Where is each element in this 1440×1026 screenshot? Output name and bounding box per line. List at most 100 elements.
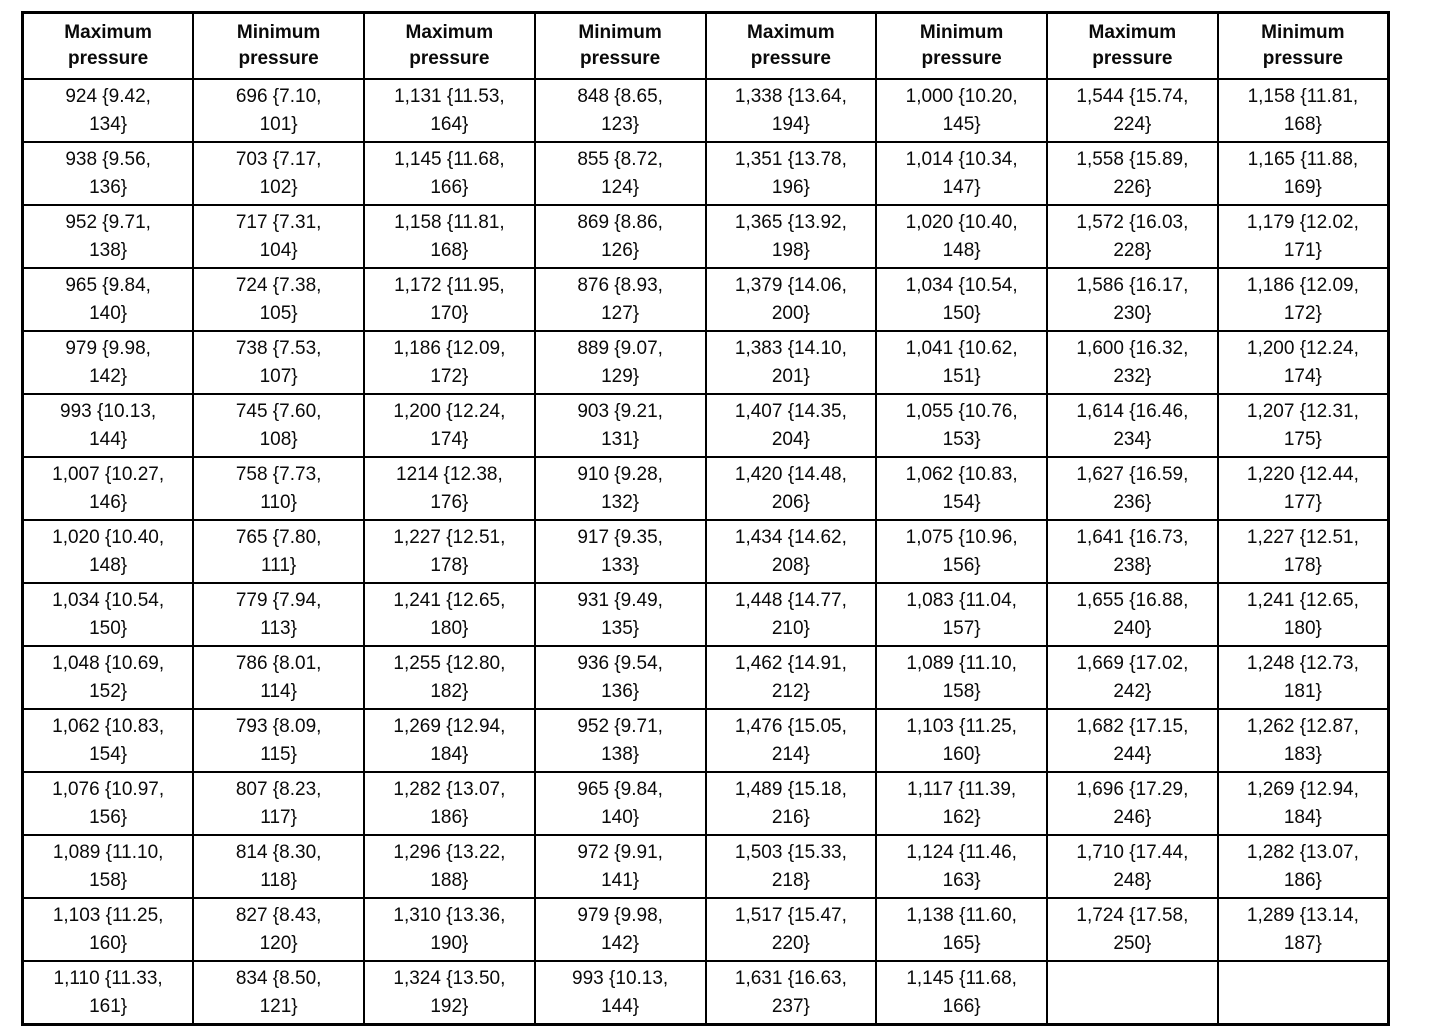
table-cell: 1,614 {16.46, 234} [1046, 393, 1219, 458]
table-cell: 952 {9.71, 138} [533, 708, 707, 773]
table-row: 1,034 {10.54, 150} 779 {7.94, 113} 1,241 {… [21, 582, 1390, 647]
table-cell: 855 {8.72, 124} [533, 141, 707, 206]
pressure-table: Maximum pressure Minimum pressure Maximum … [21, 11, 1390, 1026]
table-cell: 1,558 {15.89, 226} [1046, 141, 1219, 206]
table-cell: 814 {8.30, 118} [192, 834, 365, 899]
table-cell: 1,310 {13.36, 190} [363, 897, 536, 962]
table-cell: 1,407 {14.35, 204} [704, 393, 878, 458]
table-cell: 1,627 {16.59, 236} [1046, 456, 1219, 521]
table-cell: 1,000 {10.20, 145} [875, 78, 1048, 143]
table-cell: 1,631 {16.63, 237} [704, 960, 878, 1026]
table-row: 1,020 {10.40, 148} 765 {7.80, 111} 1,227 {… [21, 519, 1390, 584]
table-cell: 1,062 {10.83, 154} [875, 456, 1048, 521]
table-cell: 936 {9.54, 136} [533, 645, 707, 710]
table-cell: 1,007 {10.27, 146} [21, 456, 195, 521]
table-cell: 1,186 {12.09, 172} [363, 330, 536, 395]
table-cell: 1,200 {12.24, 174} [1216, 330, 1390, 395]
table-cell: 1,365 {13.92, 198} [704, 204, 878, 269]
table-cell: 1,227 {12.51, 178} [1216, 519, 1390, 584]
table-cell: 1,220 {12.44, 177} [1216, 456, 1390, 521]
table-cell: 876 {8.93, 127} [533, 267, 707, 332]
table-row: 924 {9.42, 134} 696 {7.10, 101} 1,131 {11.… [21, 78, 1390, 143]
table-cell: 1,462 {14.91, 212} [704, 645, 878, 710]
table-cell: 931 {9.49, 135} [533, 582, 707, 647]
table-row: 938 {9.56, 136} 703 {7.17, 102} 1,145 {11.… [21, 141, 1390, 206]
table-cell: 765 {7.80, 111} [192, 519, 365, 584]
table-cell: 1,172 {11.95, 170} [363, 267, 536, 332]
table-cell: 1,207 {12.31, 175} [1216, 393, 1390, 458]
table-cell: 1,338 {13.64, 194} [704, 78, 878, 143]
table-cell: 1,075 {10.96, 156} [875, 519, 1048, 584]
table-cell: 793 {8.09, 115} [192, 708, 365, 773]
table-cell: 1,048 {10.69, 152} [21, 645, 195, 710]
table-cell: 1,227 {12.51, 178} [363, 519, 536, 584]
table-cell: 1,089 {11.10, 158} [21, 834, 195, 899]
table-cell: 1,641 {16.73, 238} [1046, 519, 1219, 584]
table-cell: 1,682 {17.15, 244} [1046, 708, 1219, 773]
table-cell: 1,062 {10.83, 154} [21, 708, 195, 773]
table-cell: 993 {10.13, 144} [533, 960, 707, 1026]
table-cell: 965 {9.84, 140} [21, 267, 195, 332]
table-cell: 1,696 {17.29, 246} [1046, 771, 1219, 836]
table-cell: 1,351 {13.78, 196} [704, 141, 878, 206]
table-cell: 972 {9.91, 141} [533, 834, 707, 899]
table-row: 1,110 {11.33, 161} 834 {8.50, 121} 1,324 {… [21, 960, 1390, 1026]
table-cell: 1,420 {14.48, 206} [704, 456, 878, 521]
column-header: Minimum pressure [875, 11, 1048, 80]
table-cell: 807 {8.23, 117} [192, 771, 365, 836]
table-cell: 1,014 {10.34, 147} [875, 141, 1048, 206]
table-cell: 724 {7.38, 105} [192, 267, 365, 332]
table-cell: 758 {7.73, 110} [192, 456, 365, 521]
column-header: Minimum pressure [192, 11, 365, 80]
table-cell: 1,383 {14.10, 201} [704, 330, 878, 395]
table-cell: 1,262 {12.87, 183} [1216, 708, 1390, 773]
table-cell: 1,200 {12.24, 174} [363, 393, 536, 458]
table-cell: 1,055 {10.76, 153} [875, 393, 1048, 458]
table-cell: 993 {10.13, 144} [21, 393, 195, 458]
table-cell: 903 {9.21, 131} [533, 393, 707, 458]
table-cell: 889 {9.07, 129} [533, 330, 707, 395]
table-cell: 1,103 {11.25, 160} [21, 897, 195, 962]
table-cell: 779 {7.94, 113} [192, 582, 365, 647]
table-row: 993 {10.13, 144} 745 {7.60, 108} 1,200 {12… [21, 393, 1390, 458]
table-cell: 1,158 {11.81, 168} [363, 204, 536, 269]
table-row: 1,048 {10.69, 152} 786 {8.01, 114} 1,255 {… [21, 645, 1390, 710]
table-cell: 1,248 {12.73, 181} [1216, 645, 1390, 710]
table-cell [1046, 960, 1219, 1026]
table-cell: 1,255 {12.80, 182} [363, 645, 536, 710]
table-cell: 1,572 {16.03, 228} [1046, 204, 1219, 269]
table-cell: 827 {8.43, 120} [192, 897, 365, 962]
table-cell: 1,296 {13.22, 188} [363, 834, 536, 899]
table-cell: 952 {9.71, 138} [21, 204, 195, 269]
table-cell: 848 {8.65, 123} [533, 78, 707, 143]
table-row: 1,062 {10.83, 154} 793 {8.09, 115} 1,269 {… [21, 708, 1390, 773]
table-cell: 1,600 {16.32, 232} [1046, 330, 1219, 395]
table-cell: 1,434 {14.62, 208} [704, 519, 878, 584]
table-cell: 1,020 {10.40, 148} [21, 519, 195, 584]
table-cell: 1,241 {12.65, 180} [1216, 582, 1390, 647]
table-cell: 1,020 {10.40, 148} [875, 204, 1048, 269]
table-cell: 1,165 {11.88, 169} [1216, 141, 1390, 206]
table-cell: 1,186 {12.09, 172} [1216, 267, 1390, 332]
table-cell: 917 {9.35, 133} [533, 519, 707, 584]
pressure-table-head: Maximum pressure Minimum pressure Maximum … [21, 11, 1390, 80]
table-cell: 1,131 {11.53, 164} [363, 78, 536, 143]
table-cell: 1,282 {13.07, 186} [363, 771, 536, 836]
table-cell: 1,379 {14.06, 200} [704, 267, 878, 332]
table-cell: 1,724 {17.58, 250} [1046, 897, 1219, 962]
column-header: Maximum pressure [21, 11, 195, 80]
table-cell: 938 {9.56, 136} [21, 141, 195, 206]
column-header: Minimum pressure [1216, 11, 1390, 80]
table-cell: 703 {7.17, 102} [192, 141, 365, 206]
column-header: Maximum pressure [704, 11, 878, 80]
table-cell: 1,544 {15.74, 224} [1046, 78, 1219, 143]
table-row: 1,089 {11.10, 158} 814 {8.30, 118} 1,296 {… [21, 834, 1390, 899]
table-cell: 1,076 {10.97, 156} [21, 771, 195, 836]
table-cell: 745 {7.60, 108} [192, 393, 365, 458]
table-cell: 1,324 {13.50, 192} [363, 960, 536, 1026]
table-cell: 1,103 {11.25, 160} [875, 708, 1048, 773]
table-cell: 1,289 {13.14, 187} [1216, 897, 1390, 962]
table-cell: 1,138 {11.60, 165} [875, 897, 1048, 962]
table-cell: 1,710 {17.44, 248} [1046, 834, 1219, 899]
